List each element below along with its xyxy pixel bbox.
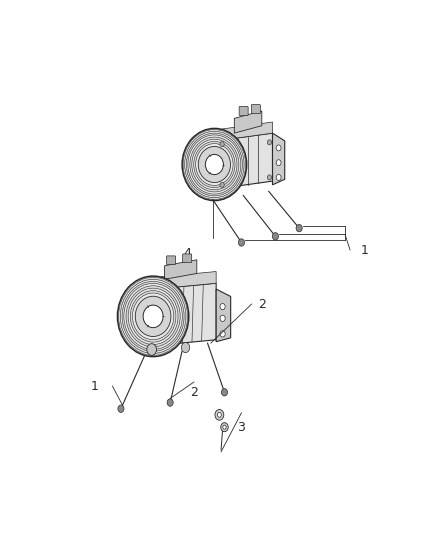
Polygon shape: [155, 271, 216, 289]
Circle shape: [220, 182, 224, 188]
FancyBboxPatch shape: [166, 256, 176, 264]
Circle shape: [220, 331, 225, 337]
Ellipse shape: [130, 290, 176, 342]
Ellipse shape: [185, 131, 244, 198]
Circle shape: [276, 145, 281, 151]
Circle shape: [220, 315, 225, 321]
Polygon shape: [234, 111, 262, 133]
FancyBboxPatch shape: [239, 107, 248, 116]
Circle shape: [118, 405, 124, 413]
Circle shape: [238, 239, 244, 246]
Ellipse shape: [117, 276, 189, 357]
Circle shape: [267, 175, 272, 180]
Text: 4: 4: [183, 247, 191, 260]
Ellipse shape: [190, 137, 239, 192]
Circle shape: [276, 160, 281, 166]
Circle shape: [220, 303, 225, 310]
Ellipse shape: [132, 293, 174, 340]
Text: 2: 2: [190, 386, 198, 399]
Ellipse shape: [182, 128, 247, 200]
Polygon shape: [216, 289, 231, 342]
Ellipse shape: [122, 281, 184, 351]
Circle shape: [296, 224, 302, 232]
Circle shape: [267, 140, 272, 145]
Circle shape: [221, 423, 228, 432]
Circle shape: [217, 413, 221, 417]
FancyBboxPatch shape: [183, 254, 192, 263]
Circle shape: [272, 232, 279, 240]
Ellipse shape: [126, 286, 180, 347]
Circle shape: [167, 399, 173, 406]
Polygon shape: [165, 260, 197, 279]
Ellipse shape: [194, 141, 235, 188]
Circle shape: [223, 425, 226, 429]
Ellipse shape: [196, 143, 233, 185]
Circle shape: [220, 142, 224, 147]
Ellipse shape: [188, 135, 241, 194]
FancyBboxPatch shape: [251, 104, 260, 114]
Circle shape: [215, 409, 224, 420]
Ellipse shape: [183, 130, 246, 199]
Ellipse shape: [135, 296, 171, 336]
Ellipse shape: [124, 284, 182, 349]
Text: 2: 2: [258, 297, 266, 311]
Polygon shape: [219, 133, 272, 189]
Text: 3: 3: [237, 421, 245, 434]
Circle shape: [208, 187, 218, 198]
Ellipse shape: [143, 305, 163, 328]
Ellipse shape: [205, 155, 223, 175]
Text: 1: 1: [360, 244, 368, 257]
Circle shape: [147, 344, 156, 356]
Polygon shape: [272, 133, 285, 185]
Polygon shape: [219, 122, 272, 141]
Polygon shape: [155, 283, 216, 345]
Ellipse shape: [119, 277, 187, 356]
Ellipse shape: [198, 147, 230, 182]
Circle shape: [181, 343, 190, 353]
Ellipse shape: [120, 279, 186, 353]
Ellipse shape: [186, 133, 242, 196]
Ellipse shape: [192, 139, 237, 190]
Circle shape: [276, 174, 281, 180]
Ellipse shape: [128, 288, 178, 344]
Text: 1: 1: [91, 379, 99, 393]
Circle shape: [222, 389, 227, 396]
